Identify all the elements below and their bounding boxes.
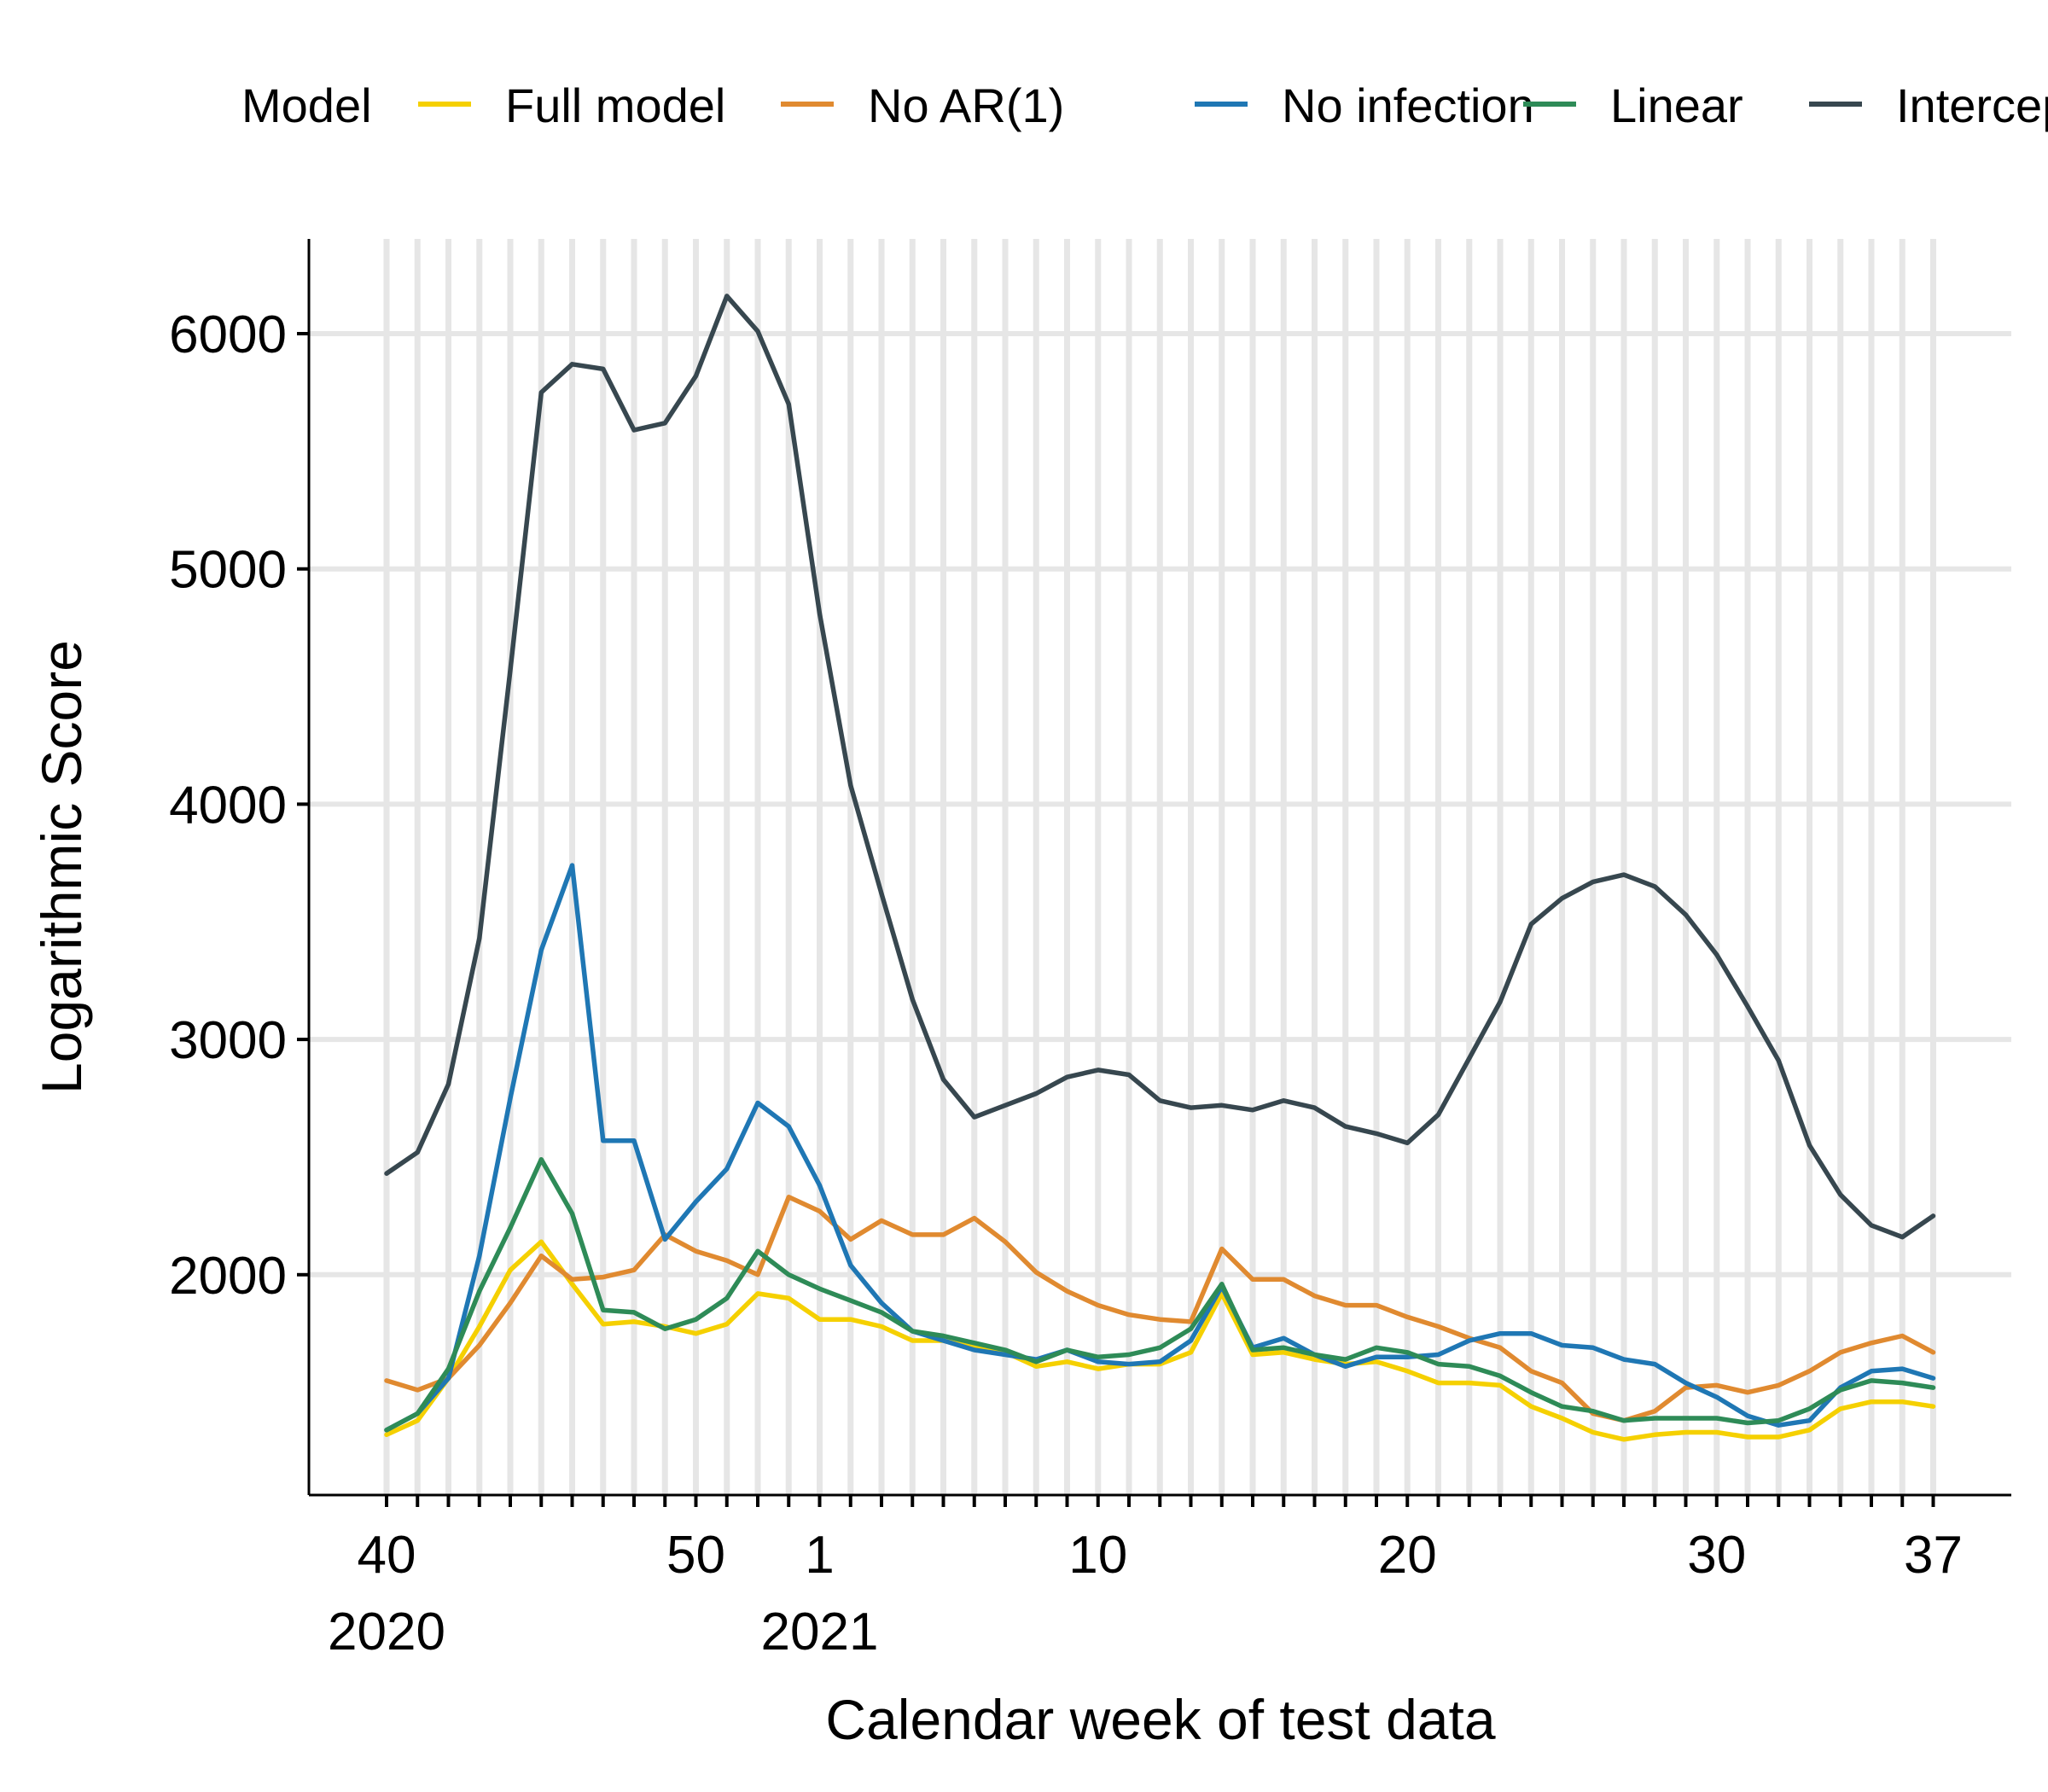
legend: Model Full model No AR(1) No infection Line… xyxy=(241,79,2048,132)
x-tick-label: 10 xyxy=(1068,1526,1127,1585)
x-tick-label: 37 xyxy=(1904,1526,1963,1585)
series-line-intercept xyxy=(384,294,1936,1240)
x-tick-label: 30 xyxy=(1687,1526,1746,1585)
x-tick-label: 20 xyxy=(1378,1526,1437,1585)
x-tick-label: 1 xyxy=(805,1526,834,1585)
legend-label-no-infection: No infection xyxy=(1282,79,1534,132)
y-tick-label: 4000 xyxy=(169,776,287,835)
series-line-linear xyxy=(384,1156,1936,1433)
x-tick-year-label: 2020 xyxy=(328,1603,445,1661)
series-line-full-model xyxy=(384,1239,1936,1442)
x-tick-label: 40 xyxy=(358,1526,416,1585)
legend-label-full-model: Full model xyxy=(505,79,725,132)
series-line-no-infection xyxy=(384,863,1936,1433)
x-axis-title: Calendar week of test data xyxy=(825,1688,1495,1751)
grid-layer xyxy=(309,239,2011,1495)
y-tick-label: 5000 xyxy=(169,541,287,600)
legend-label-intercept: Intercept xyxy=(1896,79,2048,132)
y-tick-label: 6000 xyxy=(169,305,287,364)
series-line-no-ar-1 xyxy=(384,1195,1936,1423)
x-tick-layer: 40 2020 50 1 2021 10 20 30 37 xyxy=(328,1495,1963,1661)
x-tick-label: 50 xyxy=(666,1526,725,1585)
y-tick-label: 2000 xyxy=(169,1247,287,1306)
x-tick-year-label: 2021 xyxy=(761,1603,879,1661)
y-tick-label: 3000 xyxy=(169,1011,287,1070)
y-tick-layer: 2000 3000 4000 5000 6000 xyxy=(169,305,309,1306)
series-layer xyxy=(384,294,1936,1442)
legend-label-no-ar-1: No AR(1) xyxy=(868,79,1064,132)
legend-title: Model xyxy=(241,79,372,132)
y-axis-title: Logarithmic Score xyxy=(30,640,93,1094)
legend-label-linear: Linear xyxy=(1610,79,1743,132)
